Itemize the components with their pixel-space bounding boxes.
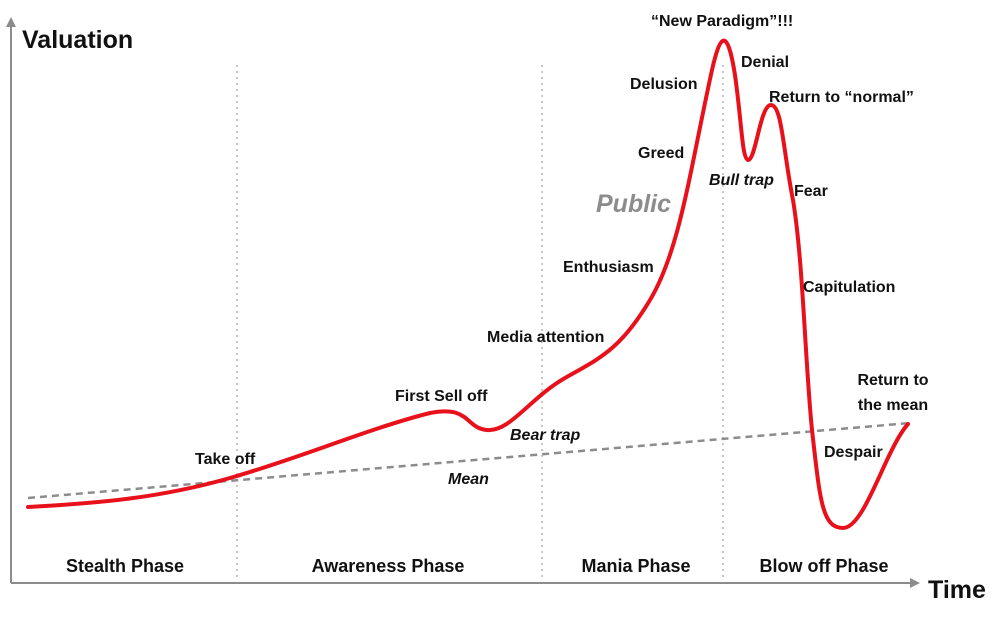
annotation-return-to-mean-line1: Return to [857, 372, 928, 389]
phase-label-mania: Mania Phase [581, 556, 690, 576]
annotation-media-attention: Media attention [487, 329, 604, 346]
mean-line [27, 421, 911, 500]
annotation-bull-trap: Bull trap [709, 172, 774, 189]
annotation-greed: Greed [638, 145, 684, 162]
annotation-delusion: Delusion [630, 76, 698, 93]
annotation-take-off: Take off [195, 451, 256, 468]
annotation-capitulation: Capitulation [803, 279, 895, 296]
phase-label-blow-off: Blow off Phase [759, 556, 888, 576]
phase-label-stealth: Stealth Phase [66, 556, 184, 576]
annotation-denial: Denial [741, 54, 789, 71]
mean-label: Mean [448, 471, 489, 488]
annotation-enthusiasm: Enthusiasm [563, 259, 654, 276]
annotation-despair: Despair [824, 444, 883, 461]
annotation-return-to-mean-line2: the mean [858, 397, 928, 414]
public-label: Public [596, 190, 671, 218]
annotation-return-to-normal: Return to “normal” [769, 89, 914, 106]
valuation-curve [26, 38, 910, 530]
annotation-new-paradigm: “New Paradigm”!!! [651, 13, 793, 30]
annotation-first-sell-off: First Sell off [395, 388, 488, 405]
x-axis-label: Time [928, 576, 986, 604]
phase-label-awareness: Awareness Phase [312, 556, 465, 576]
y-axis-label: Valuation [22, 26, 133, 54]
annotation-fear: Fear [794, 183, 828, 200]
annotation-bear-trap: Bear trap [510, 427, 580, 444]
